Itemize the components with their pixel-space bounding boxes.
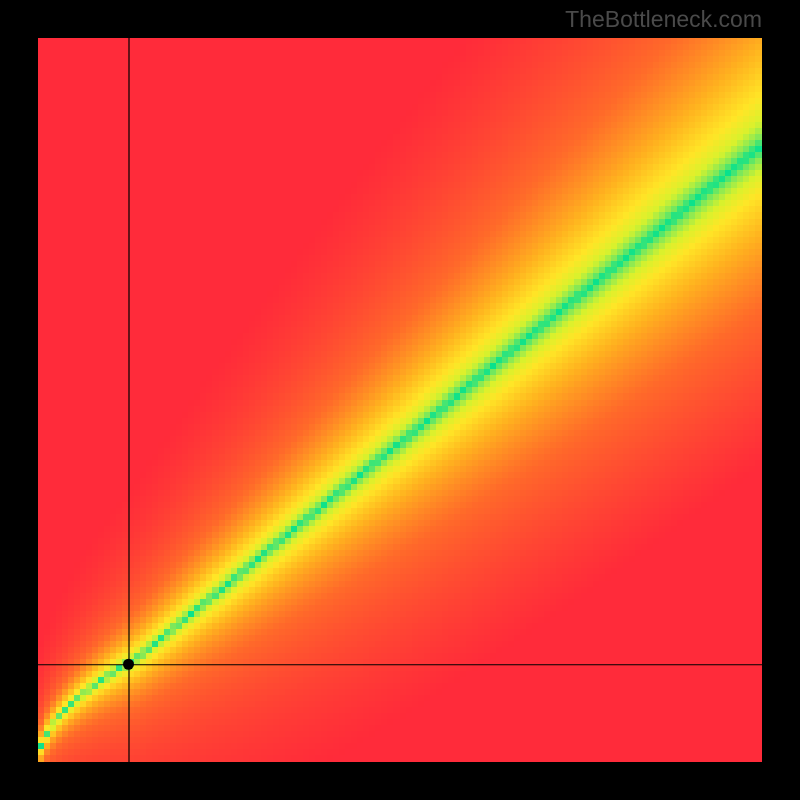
bottleneck-heatmap — [38, 38, 762, 762]
attribution-text: TheBottleneck.com — [565, 6, 762, 33]
page-root: TheBottleneck.com — [0, 0, 800, 800]
plot-area — [38, 38, 762, 762]
